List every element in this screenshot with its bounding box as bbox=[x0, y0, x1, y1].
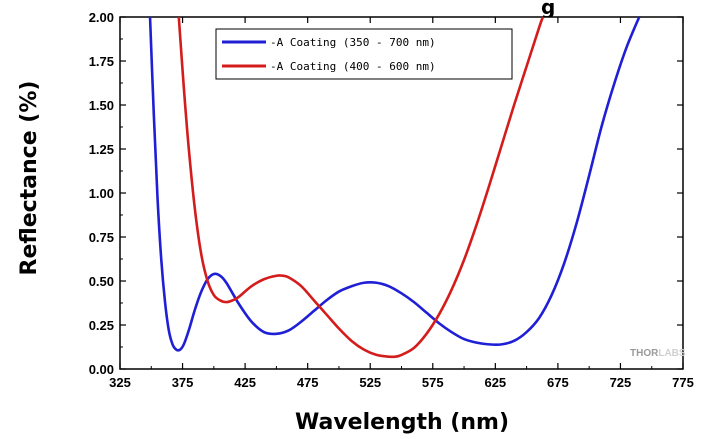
x-tick-label: 475 bbox=[297, 375, 319, 390]
x-tick-label: 625 bbox=[484, 375, 506, 390]
y-axis-title: Reflectance (%) bbox=[17, 81, 42, 276]
y-tick-label: 1.50 bbox=[89, 98, 114, 113]
y-tick-label: 1.00 bbox=[89, 186, 114, 201]
x-tick-label: 525 bbox=[359, 375, 381, 390]
series-line-1 bbox=[148, 17, 641, 352]
x-axis-title: Wavelength (nm) bbox=[295, 410, 509, 435]
x-tick-label: 425 bbox=[234, 375, 256, 390]
legend-label-series-1: -A Coating (350 - 700 nm) bbox=[270, 36, 436, 49]
series-layer bbox=[148, 17, 641, 359]
legend-box bbox=[215, 28, 513, 80]
y-tick-label: 2.00 bbox=[89, 10, 114, 25]
y-tick-label: 1.75 bbox=[89, 54, 114, 69]
x-tick-label: 575 bbox=[422, 375, 444, 390]
y-axis-ticks: 0.00 0.25 0.50 0.75 1.00 1.25 1.50 1.75 2.00 bbox=[89, 10, 683, 377]
legend-label-series-2: -A Coating (400 - 600 nm) bbox=[270, 60, 436, 73]
x-tick-label: 775 bbox=[672, 375, 694, 390]
y-tick-label: 1.25 bbox=[89, 142, 114, 157]
x-axis-ticks: 325 375 425 475 525 575 625 675 725 775 bbox=[109, 17, 694, 390]
legend: -A Coating (350 - 700 nm) -A Coating (40… bbox=[215, 28, 513, 80]
y-tick-label: 0.75 bbox=[89, 230, 114, 245]
y-tick-label: 0.50 bbox=[89, 274, 114, 289]
thorlabs-watermark: THORLABS bbox=[630, 348, 686, 359]
x-tick-label: 325 bbox=[109, 375, 131, 390]
x-tick-label: 725 bbox=[610, 375, 632, 390]
series-line-2 bbox=[177, 17, 545, 359]
chart-title-fragment: g bbox=[541, 0, 555, 19]
x-tick-label: 675 bbox=[547, 375, 569, 390]
y-tick-label: 0.25 bbox=[89, 318, 114, 333]
x-tick-label: 375 bbox=[172, 375, 194, 390]
y-tick-label: 0.00 bbox=[89, 362, 114, 377]
